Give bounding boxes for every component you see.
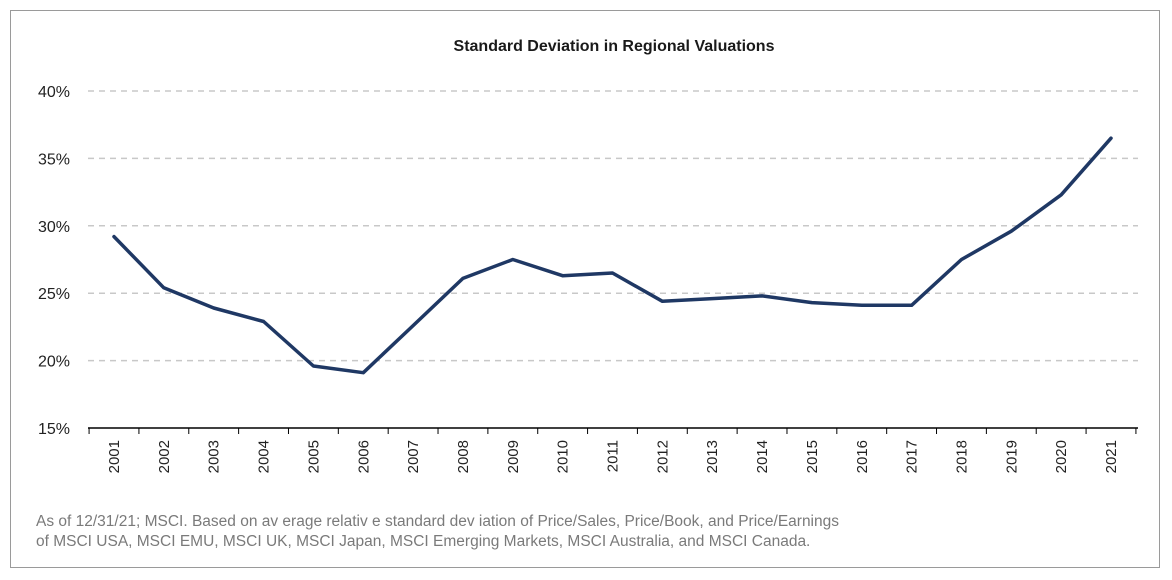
x-tick-label: 2009 [505, 440, 522, 473]
y-tick-label: 40% [38, 84, 70, 101]
x-tick-label: 2011 [605, 440, 622, 472]
y-tick-label: 15% [38, 421, 70, 438]
series-line [112, 136, 1113, 375]
x-tick-label: 2017 [904, 440, 921, 473]
footnote: As of 12/31/21; MSCI. Based on av erage … [36, 512, 1146, 552]
x-tick-label: 2018 [953, 440, 970, 473]
x-axis-ticks: 2001 2002 2003 2004 2005 2006 2007 2008 2009 2010… [88, 428, 1137, 473]
y-tick-label: 30% [38, 219, 70, 236]
y-tick-label: 20% [38, 354, 70, 371]
x-tick-label: 2012 [654, 440, 671, 473]
x-tick-label: 2007 [405, 440, 422, 473]
x-tick-label: 2003 [206, 440, 223, 473]
x-tick-label: 2019 [1003, 440, 1020, 473]
x-tick-label: 2014 [754, 440, 771, 473]
gridlines [88, 90, 1138, 429]
x-tick-label: 2008 [455, 440, 472, 473]
footnote-line-2: of MSCI USA, MSCI EMU, MSCI UK, MSCI Jap… [36, 533, 811, 550]
x-tick-label: 2005 [305, 440, 322, 473]
line-chart: Standard Deviation in Regional Valuation… [38, 38, 1138, 473]
x-tick-label: 2016 [854, 440, 871, 473]
x-tick-label: 2010 [555, 440, 572, 473]
x-tick-label: 2015 [804, 440, 821, 473]
footnote-line-1: As of 12/31/21; MSCI. Based on av erage … [36, 513, 839, 530]
x-tick-label: 2021 [1103, 440, 1120, 473]
series-layer [112, 136, 1113, 375]
y-axis-ticks: 15% 20% 25% 30% 35% 40% [38, 84, 70, 438]
x-tick-label: 2020 [1053, 440, 1070, 473]
x-tick-label: 2002 [156, 440, 173, 473]
chart-frame [10, 10, 1160, 568]
y-tick-label: 35% [38, 151, 70, 168]
chart-title: Standard Deviation in Regional Valuation… [454, 38, 775, 55]
x-tick-label: 2001 [106, 440, 123, 473]
x-tick-label: 2006 [355, 440, 372, 473]
x-tick-label: 2013 [704, 440, 721, 473]
x-tick-label: 2004 [256, 440, 273, 473]
y-tick-label: 25% [38, 286, 70, 303]
